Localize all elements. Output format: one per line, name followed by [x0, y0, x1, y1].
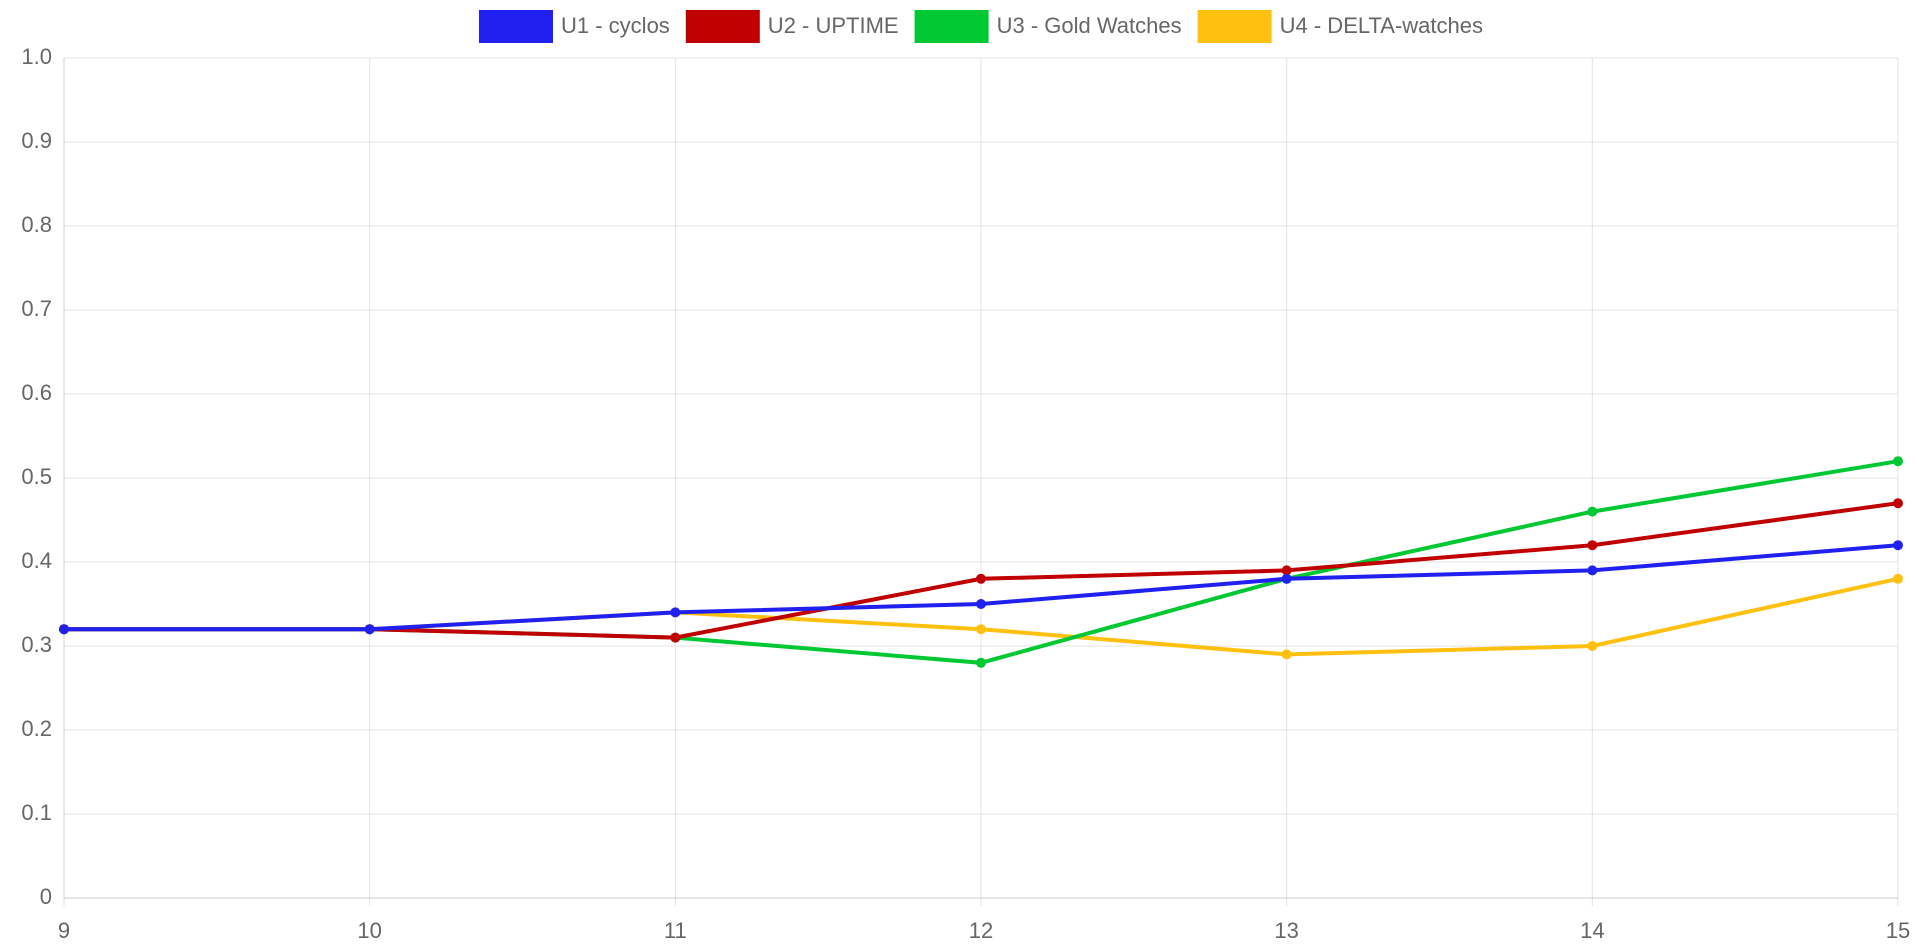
legend-label: U4 - DELTA-watches [1280, 13, 1483, 38]
legend-swatch [685, 10, 760, 43]
y-tick-label: 0.8 [21, 212, 52, 237]
x-tick-label: 9 [58, 918, 70, 943]
x-tick-label: 12 [969, 918, 993, 943]
point [1893, 540, 1903, 551]
y-tick-label: 0 [40, 884, 52, 909]
legend-label: U3 - Gold Watches [997, 13, 1182, 38]
y-tick-label: 0.9 [21, 128, 52, 153]
point [1587, 641, 1598, 651]
point [1281, 573, 1292, 584]
x-tick-label: 10 [357, 918, 381, 943]
legend-label: U1 - cyclos [561, 13, 670, 38]
y-tick-label: 0.2 [21, 716, 52, 741]
point [976, 599, 986, 609]
x-tick-label: 11 [664, 918, 687, 943]
y-tick-label: 1.0 [21, 44, 52, 69]
point [1587, 565, 1598, 576]
point [976, 573, 986, 584]
x-tick-label: 15 [1886, 918, 1910, 943]
point [976, 624, 986, 635]
y-tick-label: 0.3 [21, 632, 52, 657]
point [976, 657, 986, 668]
point [1587, 540, 1598, 551]
x-tick-label: 14 [1580, 918, 1604, 943]
point [59, 624, 69, 635]
y-tick-label: 0.5 [21, 464, 52, 489]
point [1281, 649, 1292, 660]
legend-swatch [479, 10, 554, 43]
point [364, 624, 375, 635]
point [1893, 498, 1903, 509]
point [1587, 506, 1598, 517]
series [59, 540, 1903, 635]
legend-label: U2 - UPTIME [768, 13, 899, 38]
legend-swatch [914, 10, 989, 43]
legend-swatch [1197, 10, 1272, 43]
point [1281, 565, 1292, 576]
point [1893, 456, 1903, 467]
point [670, 607, 681, 618]
y-tick-label: 0.6 [21, 380, 52, 405]
y-tick-label: 0.1 [21, 800, 52, 825]
x-tick-label: 13 [1274, 918, 1298, 943]
point [670, 632, 681, 643]
y-tick-label: 0.4 [21, 548, 52, 573]
y-tick-label: 0.7 [21, 296, 52, 321]
legend: U1 - cyclos U2 - UPTIME U3 - Gold Watches U… [479, 10, 1483, 43]
point [1893, 573, 1903, 584]
